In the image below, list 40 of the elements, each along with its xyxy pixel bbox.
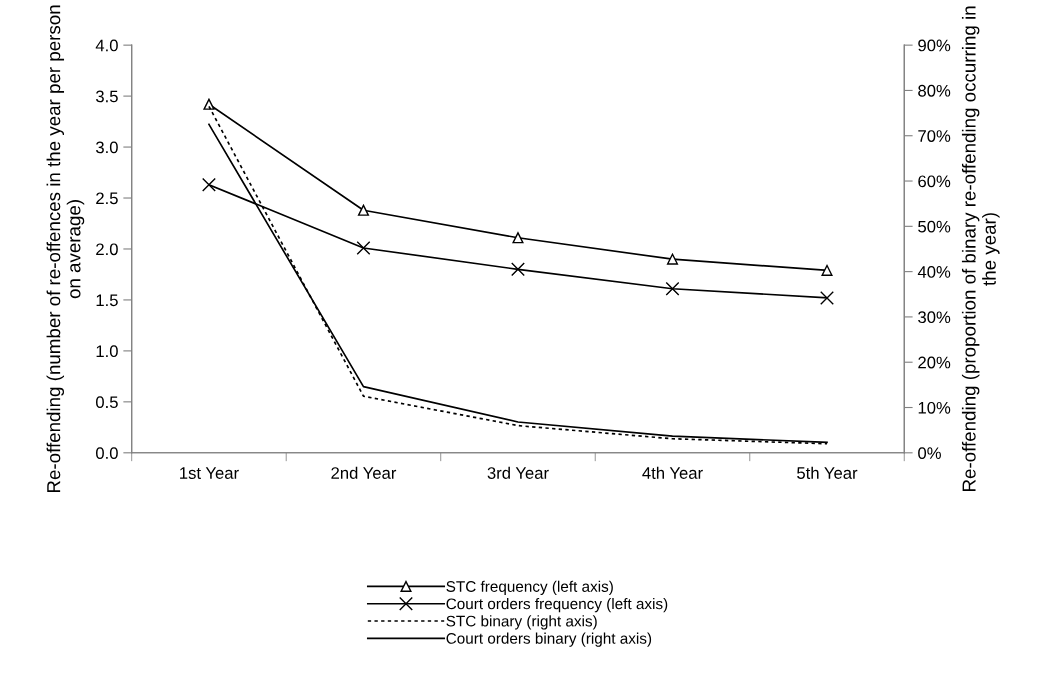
y-tick-label: 1.0 — [96, 345, 118, 358]
y-tick-label: 4.0 — [95, 39, 118, 52]
y-tick-label: 0.0 — [95, 447, 118, 460]
x-tick-label: 2nd Year — [331, 466, 397, 479]
y-axis-title: Re-offending (number of re-offences in the year per person on average) — [46, 5, 85, 493]
point — [202, 177, 216, 192]
y-tick-label: 2.0 — [96, 243, 118, 256]
x-tick-label: 5th Year — [797, 466, 858, 479]
y-tick-label: 3.5 — [95, 90, 118, 103]
point — [820, 290, 834, 305]
point — [511, 262, 525, 277]
y2-tick-label: 70% — [918, 130, 951, 142]
y2-tick-label: 40% — [917, 266, 951, 278]
point — [821, 264, 833, 276]
y2-tick-label: 20% — [918, 356, 951, 369]
x-tick-label: 1st Year — [180, 467, 239, 479]
x-tick-label: 4th Year — [642, 466, 703, 479]
point — [666, 253, 679, 265]
y2-tick-label: 80% — [918, 84, 951, 97]
y2-axis-title: Re-offending (proportion of binary re-offending occurring in the year) — [961, 6, 1000, 491]
legend-label: Court orders binary (right axis) — [446, 632, 652, 647]
point — [665, 281, 680, 296]
point — [203, 98, 215, 110]
y-tick-label: 0.5 — [95, 396, 118, 409]
y2-tick-label: 10% — [918, 401, 951, 414]
point — [512, 232, 524, 244]
y2-tick-label: 50% — [918, 220, 951, 233]
point — [356, 241, 371, 255]
y-tick-label: 3.0 — [95, 141, 118, 154]
y-tick-label: 1.5 — [96, 294, 118, 307]
y2-tick-label: 30% — [918, 311, 951, 324]
y2-tick-label: 90% — [918, 39, 951, 52]
y2-tick-label: 60% — [918, 175, 951, 188]
legend-label: Court orders frequency (left axis) — [446, 598, 668, 613]
y-tick-label: 2.5 — [96, 192, 118, 205]
legend-label: STC binary (right axis) — [446, 615, 597, 630]
point — [357, 204, 370, 216]
legend-label: STC frequency (left axis) — [446, 580, 613, 595]
x-tick-label: 3rd Year — [487, 466, 549, 479]
y2-tick-label: 0% — [918, 447, 941, 460]
